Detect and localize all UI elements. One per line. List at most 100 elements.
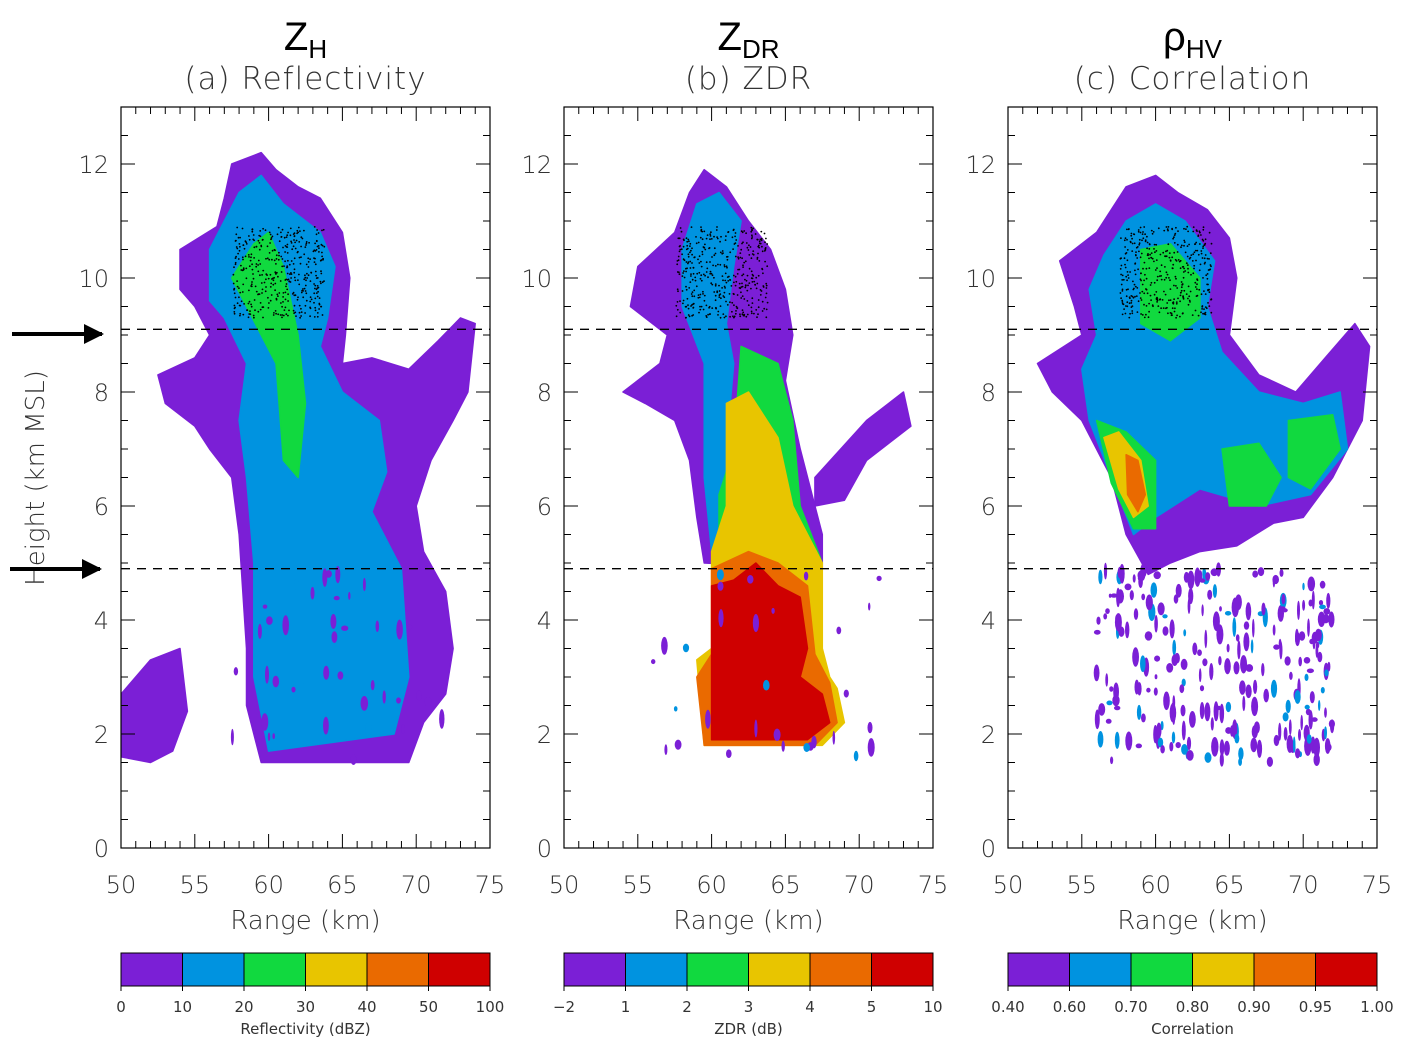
lightning-source-point [1150, 281, 1153, 284]
contour-region-level-2 [1287, 414, 1341, 490]
noise-speckle [323, 716, 329, 735]
lightning-source-point [706, 234, 709, 237]
lightning-source-point [1170, 312, 1173, 315]
noise-speckle [1298, 631, 1306, 641]
lightning-source-point [1186, 255, 1189, 258]
noise-speckle [1306, 734, 1312, 744]
lightning-source-point [261, 239, 264, 241]
lightning-source-point [1179, 267, 1182, 270]
lightning-source-point [696, 272, 699, 275]
lightning-source-point [709, 235, 712, 237]
noise-speckle [1288, 719, 1292, 735]
lightning-source-point [233, 304, 236, 307]
lightning-source-point [743, 261, 746, 264]
lightning-source-point [1121, 279, 1124, 281]
lightning-source-point [287, 231, 289, 234]
lightning-source-point [695, 242, 698, 245]
lightning-source-point [1182, 312, 1184, 315]
noise-speckle [868, 602, 871, 611]
y-tick-label: 2 [981, 721, 996, 749]
lightning-source-point [764, 248, 767, 250]
lightning-source-point [707, 313, 709, 316]
noise-speckle [674, 739, 682, 750]
noise-speckle [272, 675, 280, 688]
lightning-source-point [315, 292, 318, 294]
noise-speckle [1162, 614, 1168, 619]
lightning-source-point [1138, 242, 1141, 245]
lightning-source-point [271, 235, 274, 238]
lightning-source-point [1120, 257, 1122, 260]
colorbar-swatch [182, 952, 245, 987]
lightning-source-point [1134, 273, 1137, 276]
lightning-source-point [732, 315, 734, 318]
lightning-source-point [1131, 250, 1134, 253]
lightning-source-point [710, 238, 713, 240]
noise-speckle [1232, 617, 1237, 637]
lightning-source-point [716, 236, 718, 239]
lightning-source-point [736, 294, 739, 296]
lightning-source-point [1204, 261, 1206, 264]
noise-speckle [1160, 745, 1165, 754]
lightning-source-point [1130, 299, 1133, 302]
lightning-source-point [275, 254, 278, 257]
lightning-source-point [1194, 249, 1197, 252]
lightning-source-point [1193, 251, 1196, 254]
lightning-source-point [708, 313, 711, 316]
lightning-source-point [1207, 302, 1209, 304]
lightning-source-point [239, 291, 242, 294]
lightning-source-point [267, 277, 270, 280]
lightning-source-point [298, 256, 301, 259]
lightning-source-point [1131, 237, 1133, 240]
lightning-source-point [1176, 314, 1178, 317]
lightning-source-point [742, 264, 744, 267]
noise-speckle [1313, 737, 1320, 758]
lightning-source-point [695, 236, 697, 238]
lightning-source-point [269, 299, 272, 302]
noise-speckle [1309, 691, 1315, 704]
colorbar-swatch [1069, 952, 1132, 987]
lightning-source-point [1163, 229, 1166, 232]
lightning-source-point [287, 300, 289, 302]
lightning-source-point [309, 280, 312, 282]
noise-speckle [1207, 589, 1213, 600]
lightning-source-point [1198, 230, 1201, 233]
lightning-source-point [1153, 243, 1156, 246]
noise-speckle [1225, 701, 1232, 713]
noise-speckle [1109, 686, 1114, 692]
lightning-source-point [281, 314, 284, 316]
lightning-source-point [723, 285, 726, 288]
noise-speckle [1116, 589, 1124, 604]
lightning-source-point [688, 287, 691, 289]
lightning-source-point [234, 257, 237, 259]
x-tick-label: 65 [1214, 871, 1245, 899]
lightning-source-point [1140, 299, 1143, 301]
lightning-source-point [250, 285, 253, 288]
contour-region-level-2 [1140, 243, 1201, 342]
lightning-source-point [286, 266, 289, 269]
noise-speckle [1105, 718, 1112, 724]
lightning-source-point [725, 300, 727, 303]
lightning-source-point [1150, 256, 1153, 259]
lightning-source-point [303, 278, 306, 281]
lightning-source-point [1126, 238, 1128, 241]
lightning-source-point [697, 296, 700, 299]
lightning-source-point [714, 294, 717, 297]
noise-speckle [1202, 568, 1207, 578]
lightning-source-point [692, 306, 695, 309]
lightning-source-point [268, 231, 271, 234]
lightning-source-point [286, 246, 289, 249]
lightning-source-point [1119, 292, 1122, 294]
lightning-source-point [691, 295, 694, 298]
noise-speckle [257, 623, 262, 639]
noise-speckle [664, 744, 668, 756]
noise-speckle [1140, 655, 1146, 672]
lightning-source-point [307, 257, 310, 260]
lightning-source-point [300, 291, 303, 294]
lightning-source-point [741, 242, 743, 245]
lightning-source-point [1173, 236, 1175, 239]
lightning-source-point [691, 253, 693, 256]
noise-speckle [1266, 756, 1273, 767]
lightning-source-point [283, 309, 286, 311]
lightning-source-point [237, 252, 240, 255]
y-tick-label: 8 [537, 379, 552, 407]
